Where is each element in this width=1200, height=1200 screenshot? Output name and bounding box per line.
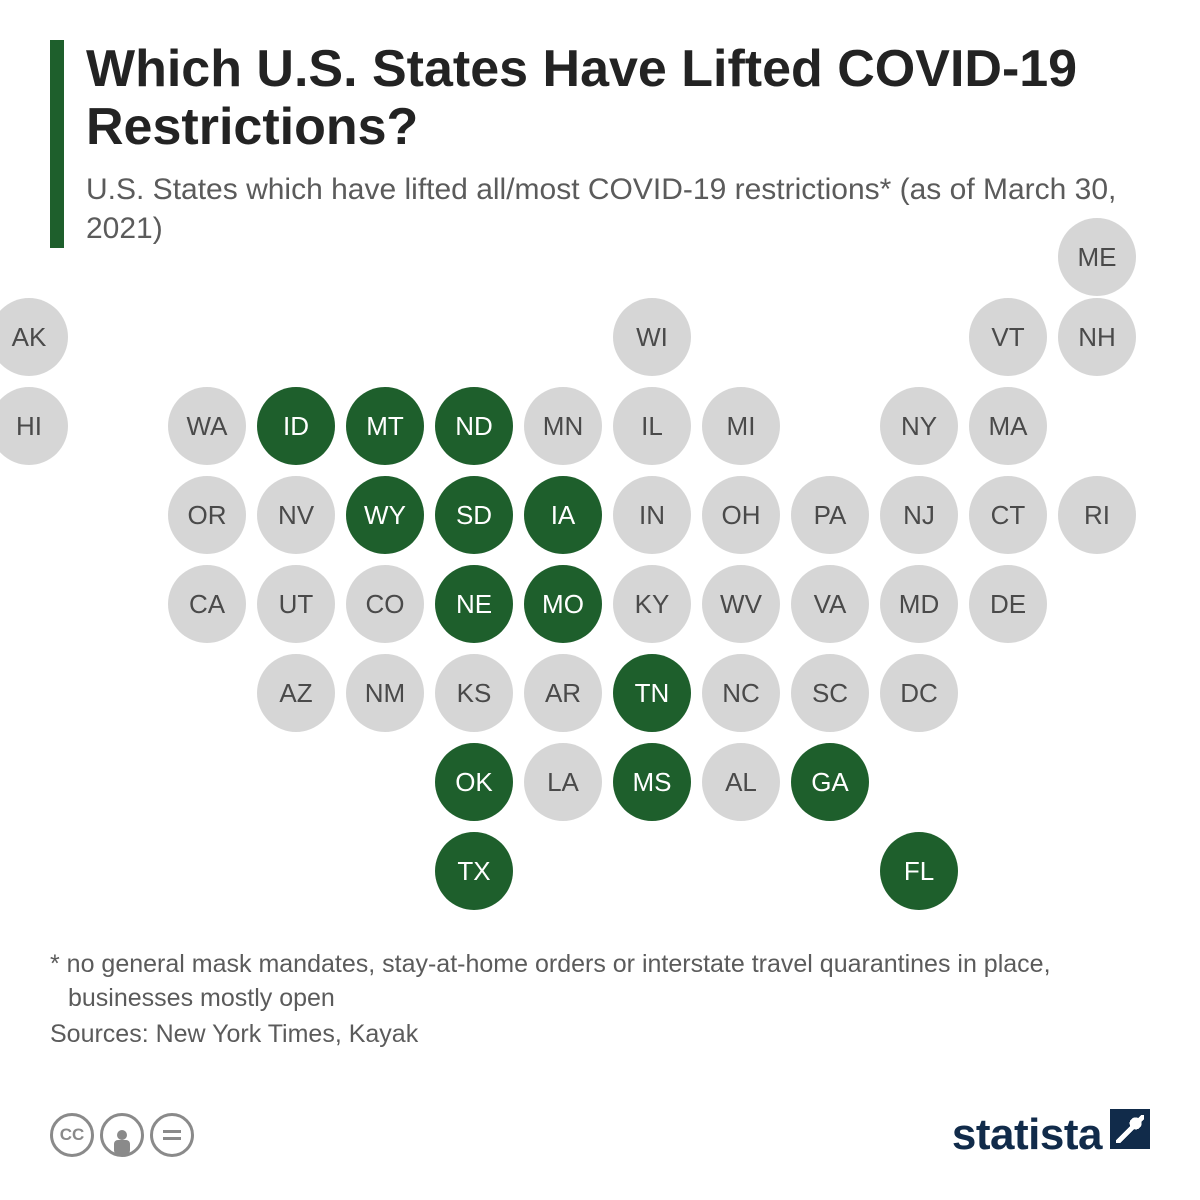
state-tile-hi: HI <box>0 387 68 465</box>
state-tile-co: CO <box>346 565 424 643</box>
state-tile-ne: NE <box>435 565 513 643</box>
state-tile-nc: NC <box>702 654 780 732</box>
state-tile-or: OR <box>168 476 246 554</box>
state-tile-in: IN <box>613 476 691 554</box>
state-tile-sd: SD <box>435 476 513 554</box>
state-tile-ny: NY <box>880 387 958 465</box>
state-tile-tn: TN <box>613 654 691 732</box>
state-tile-ct: CT <box>969 476 1047 554</box>
by-icon <box>100 1113 144 1157</box>
state-tile-ma: MA <box>969 387 1047 465</box>
state-tile-ut: UT <box>257 565 335 643</box>
state-tile-va: VA <box>791 565 869 643</box>
state-tile-sc: SC <box>791 654 869 732</box>
state-tile-nv: NV <box>257 476 335 554</box>
statista-logo: statista <box>952 1109 1150 1160</box>
state-tile-ms: MS <box>613 743 691 821</box>
state-tile-ca: CA <box>168 565 246 643</box>
title: Which U.S. States Have Lifted COVID-19 R… <box>86 40 1150 156</box>
state-tile-ky: KY <box>613 565 691 643</box>
state-tile-me: ME <box>1058 218 1136 296</box>
state-tile-map: MEAKWIVTNHHIWAIDMTNDMNILMINYMAORNVWYSDIA… <box>50 268 1150 938</box>
state-tile-nh: NH <box>1058 298 1136 376</box>
state-tile-de: DE <box>969 565 1047 643</box>
state-tile-wy: WY <box>346 476 424 554</box>
subtitle: U.S. States which have lifted all/most C… <box>86 170 1150 248</box>
state-tile-ar: AR <box>524 654 602 732</box>
state-tile-pa: PA <box>791 476 869 554</box>
state-tile-id: ID <box>257 387 335 465</box>
cc-icon: CC <box>50 1113 94 1157</box>
state-tile-la: LA <box>524 743 602 821</box>
state-tile-al: AL <box>702 743 780 821</box>
state-tile-ok: OK <box>435 743 513 821</box>
state-tile-mn: MN <box>524 387 602 465</box>
logo-text: statista <box>952 1110 1102 1160</box>
state-tile-ia: IA <box>524 476 602 554</box>
state-tile-oh: OH <box>702 476 780 554</box>
state-tile-nm: NM <box>346 654 424 732</box>
license-icons: CC <box>50 1113 194 1157</box>
state-tile-mi: MI <box>702 387 780 465</box>
header-block: Which U.S. States Have Lifted COVID-19 R… <box>50 40 1150 248</box>
state-tile-ak: AK <box>0 298 68 376</box>
state-tile-dc: DC <box>880 654 958 732</box>
state-tile-tx: TX <box>435 832 513 910</box>
logo-mark-icon <box>1110 1109 1150 1149</box>
nd-icon <box>150 1113 194 1157</box>
state-tile-ri: RI <box>1058 476 1136 554</box>
state-tile-md: MD <box>880 565 958 643</box>
sources: Sources: New York Times, Kayak <box>50 1020 1150 1049</box>
state-tile-ks: KS <box>435 654 513 732</box>
footer: CC statista <box>50 1109 1150 1160</box>
state-tile-fl: FL <box>880 832 958 910</box>
state-tile-nj: NJ <box>880 476 958 554</box>
state-tile-mt: MT <box>346 387 424 465</box>
state-tile-az: AZ <box>257 654 335 732</box>
state-tile-il: IL <box>613 387 691 465</box>
state-tile-wi: WI <box>613 298 691 376</box>
state-tile-mo: MO <box>524 565 602 643</box>
state-tile-wa: WA <box>168 387 246 465</box>
state-tile-vt: VT <box>969 298 1047 376</box>
state-tile-ga: GA <box>791 743 869 821</box>
state-tile-nd: ND <box>435 387 513 465</box>
state-tile-wv: WV <box>702 565 780 643</box>
footnote: * no general mask mandates, stay-at-home… <box>50 948 1150 1016</box>
